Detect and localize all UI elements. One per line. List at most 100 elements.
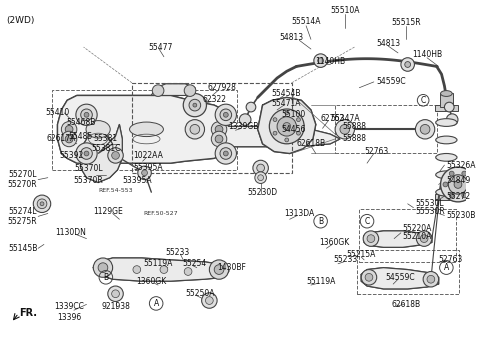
Text: 55530R: 55530R xyxy=(415,207,445,216)
Circle shape xyxy=(416,231,432,246)
Text: 55381: 55381 xyxy=(94,134,118,144)
Circle shape xyxy=(84,112,89,117)
Text: 52763: 52763 xyxy=(438,256,462,264)
Text: 55119A: 55119A xyxy=(306,277,336,286)
Circle shape xyxy=(448,175,468,194)
Circle shape xyxy=(223,112,228,117)
Text: 55250A: 55250A xyxy=(185,289,215,298)
Text: 53395A: 53395A xyxy=(122,176,152,185)
Circle shape xyxy=(285,138,288,142)
Circle shape xyxy=(277,117,297,136)
Circle shape xyxy=(142,170,147,176)
Ellipse shape xyxy=(130,122,163,137)
Text: REF.54-553: REF.54-553 xyxy=(98,188,133,193)
Circle shape xyxy=(297,118,300,121)
Circle shape xyxy=(112,152,120,159)
Circle shape xyxy=(420,235,428,243)
Circle shape xyxy=(184,268,192,275)
Circle shape xyxy=(454,181,462,188)
Text: 55477: 55477 xyxy=(149,43,173,52)
Ellipse shape xyxy=(436,136,457,144)
Circle shape xyxy=(423,271,439,287)
Circle shape xyxy=(365,274,373,281)
Text: 1022AA: 1022AA xyxy=(133,151,163,160)
Circle shape xyxy=(220,148,232,159)
Text: 54813: 54813 xyxy=(279,33,304,42)
Polygon shape xyxy=(93,258,228,281)
Circle shape xyxy=(255,172,266,183)
Circle shape xyxy=(297,131,300,135)
Text: 55392: 55392 xyxy=(59,151,83,160)
Text: FR.: FR. xyxy=(19,308,37,318)
Circle shape xyxy=(40,202,44,206)
Text: C: C xyxy=(364,217,370,226)
Circle shape xyxy=(462,171,467,176)
Text: 55326A: 55326A xyxy=(446,161,476,170)
Circle shape xyxy=(81,109,92,121)
Circle shape xyxy=(190,125,200,134)
Circle shape xyxy=(367,235,375,243)
Circle shape xyxy=(76,143,97,164)
Text: 55233: 55233 xyxy=(165,248,190,257)
Circle shape xyxy=(468,182,473,187)
Circle shape xyxy=(427,275,435,283)
Circle shape xyxy=(185,120,204,139)
Circle shape xyxy=(98,263,108,272)
Circle shape xyxy=(76,104,97,125)
Bar xyxy=(52,90,238,170)
Text: 55270R: 55270R xyxy=(8,180,37,189)
Text: 55395A: 55395A xyxy=(133,163,163,171)
Circle shape xyxy=(214,265,224,275)
Circle shape xyxy=(215,135,223,143)
Circle shape xyxy=(240,114,251,125)
Circle shape xyxy=(446,114,458,125)
Text: 55210A: 55210A xyxy=(403,232,432,241)
Circle shape xyxy=(211,131,227,147)
Circle shape xyxy=(405,62,410,67)
Circle shape xyxy=(273,118,277,121)
Polygon shape xyxy=(361,268,439,289)
Ellipse shape xyxy=(86,121,110,138)
Circle shape xyxy=(33,195,51,213)
Text: 55530L: 55530L xyxy=(415,199,444,208)
Circle shape xyxy=(84,151,89,156)
Circle shape xyxy=(184,85,196,96)
Ellipse shape xyxy=(436,171,457,179)
Text: 1339CC: 1339CC xyxy=(54,302,84,311)
Text: 62762: 62762 xyxy=(320,114,344,123)
Text: 55347A: 55347A xyxy=(330,114,360,123)
Bar xyxy=(435,105,458,111)
Circle shape xyxy=(401,58,414,71)
Circle shape xyxy=(81,148,92,159)
Circle shape xyxy=(223,151,228,156)
Circle shape xyxy=(65,125,73,133)
Ellipse shape xyxy=(436,119,457,126)
Text: A: A xyxy=(154,299,159,308)
Text: 55410: 55410 xyxy=(46,108,70,117)
Text: 55370R: 55370R xyxy=(73,176,103,185)
Text: 921938: 921938 xyxy=(101,302,130,311)
Ellipse shape xyxy=(436,188,457,196)
Text: 55274L: 55274L xyxy=(9,207,37,216)
Text: 55471A: 55471A xyxy=(271,99,300,108)
Bar xyxy=(358,250,459,294)
Circle shape xyxy=(246,102,256,112)
Circle shape xyxy=(133,266,141,274)
Text: 55272: 55272 xyxy=(446,191,470,201)
Circle shape xyxy=(415,120,435,139)
Text: 55254: 55254 xyxy=(183,259,207,268)
Text: 55510A: 55510A xyxy=(330,6,360,15)
Text: 1430BF: 1430BF xyxy=(217,263,246,272)
Text: 62322: 62322 xyxy=(202,95,226,104)
Polygon shape xyxy=(258,98,316,153)
Circle shape xyxy=(258,175,264,181)
Text: 55270L: 55270L xyxy=(9,170,37,179)
Bar xyxy=(132,83,291,173)
Circle shape xyxy=(112,290,120,298)
Text: B: B xyxy=(318,217,323,226)
Circle shape xyxy=(215,104,237,125)
Text: 62618B: 62618B xyxy=(296,139,325,148)
Circle shape xyxy=(93,258,113,277)
Text: 55145B: 55145B xyxy=(8,244,37,253)
Text: 55485: 55485 xyxy=(69,132,93,140)
